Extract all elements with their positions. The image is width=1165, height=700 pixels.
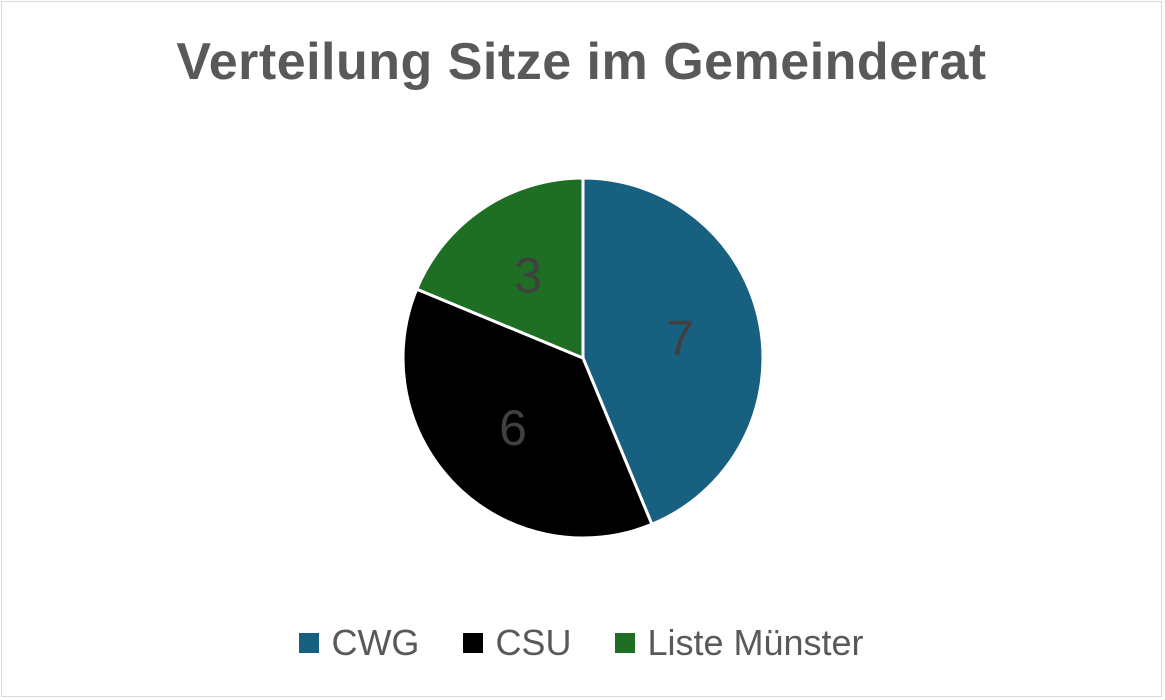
- pie-slice-csu: [401, 287, 654, 540]
- legend-swatch-liste-muenster: [615, 633, 636, 653]
- pie-slice-cwg: [581, 176, 765, 526]
- legend-label-csu: CSU: [495, 622, 572, 663]
- legend-swatch-csu: [463, 633, 484, 653]
- legend-item-liste-muenster: Liste Münster: [615, 622, 864, 664]
- legend-item-csu: CSU: [463, 622, 571, 664]
- legend-item-cwg: CWG: [299, 622, 419, 664]
- chart-title: Verteilung Sitze im Gemeinderat: [176, 33, 987, 91]
- pie-slice-liste-muenster: [415, 176, 585, 360]
- data-label-cwg: 7: [666, 311, 694, 367]
- legend-label-liste-muenster: Liste Münster: [647, 622, 864, 663]
- data-label-liste-muenster: 3: [514, 248, 542, 304]
- legend-swatch-cwg: [299, 633, 320, 653]
- legend: CWG CSU Liste Münster: [2, 618, 1161, 668]
- legend-label-cwg: CWG: [331, 622, 420, 663]
- data-label-csu: 6: [499, 400, 527, 456]
